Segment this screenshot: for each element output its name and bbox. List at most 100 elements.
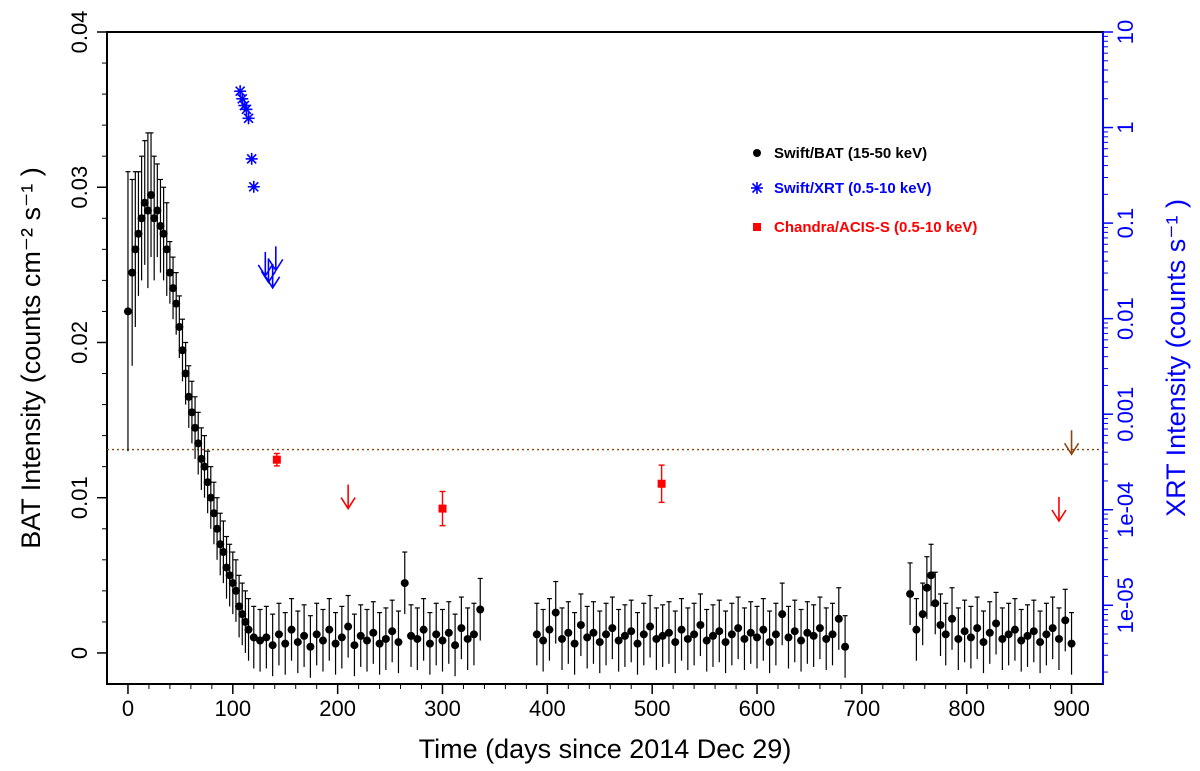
bat-point <box>137 214 146 223</box>
bat-point <box>765 638 774 647</box>
bat-point <box>356 631 365 640</box>
bat-point <box>759 625 768 634</box>
arrow-head <box>1063 442 1080 456</box>
xrt-stroke <box>241 104 252 115</box>
bat-point <box>172 299 181 308</box>
bat-point <box>912 625 921 634</box>
bat-point <box>1023 631 1032 640</box>
chandra-series <box>272 452 666 527</box>
bat-point <box>664 628 673 637</box>
y-right-tick-label: 0.01 <box>1113 297 1138 340</box>
bat-point <box>463 634 472 643</box>
bat-point <box>658 631 667 640</box>
bat-point <box>228 579 237 588</box>
bat-point <box>225 571 234 580</box>
bat-point <box>1054 634 1063 643</box>
bat-point <box>652 634 661 643</box>
bat-point <box>834 614 843 623</box>
x-tick-label: 900 <box>1053 696 1090 721</box>
bat-point <box>140 198 149 207</box>
x-tick-label: 600 <box>739 696 776 721</box>
bat-point <box>287 625 296 634</box>
bat-point <box>231 586 240 595</box>
bat-point <box>922 583 931 592</box>
xrt-stroke <box>237 93 248 104</box>
bat-point <box>238 610 247 619</box>
bat-point <box>973 624 982 633</box>
bat-point <box>369 628 378 637</box>
bat-point <box>927 571 936 580</box>
bat-point <box>1036 638 1045 647</box>
bat-point <box>906 589 915 598</box>
legend-chandra-label: Chandra/ACIS-S (0.5-10 keV) <box>774 219 977 236</box>
bat-point <box>394 638 403 647</box>
bat-point <box>162 245 171 254</box>
bat-point <box>589 628 598 637</box>
bat-point <box>274 630 283 639</box>
bat-point <box>1004 630 1013 639</box>
bat-point <box>671 638 680 647</box>
bat-point <box>159 229 168 238</box>
x-tick-label: 0 <box>122 696 134 721</box>
bat-point <box>128 268 137 277</box>
bat-point <box>1042 630 1051 639</box>
xrt-stroke <box>235 86 246 97</box>
bat-point <box>350 641 359 650</box>
bat-point <box>677 625 686 634</box>
x-tick-label: 500 <box>634 696 671 721</box>
legend-bat-marker <box>753 149 761 157</box>
y-right-tick-label: 1e-04 <box>1113 482 1138 538</box>
bat-point <box>388 627 397 636</box>
bat-point <box>197 454 206 463</box>
bat-point <box>281 639 290 648</box>
y-left-tick-label: 0.04 <box>67 11 92 54</box>
bat-point <box>954 634 963 643</box>
bat-point <box>931 599 940 608</box>
bat-point <box>960 627 969 636</box>
bat-point <box>1029 627 1038 636</box>
bat-point <box>564 628 573 637</box>
bat-point <box>293 638 302 647</box>
bat-point <box>216 540 225 549</box>
legend-xrt-label: Swift/XRT (0.5-10 keV) <box>774 180 932 197</box>
bat-point <box>318 636 327 645</box>
bat-point <box>753 633 762 642</box>
bat-point <box>620 631 629 640</box>
chandra-point <box>272 455 281 464</box>
bat-point <box>918 610 927 619</box>
x-axis-title: Time (days since 2014 Dec 29) <box>419 734 792 764</box>
bat-point <box>690 630 699 639</box>
xrt-point <box>242 112 255 125</box>
bat-point <box>784 633 793 642</box>
bat-point <box>545 625 554 634</box>
bat-point <box>1017 636 1026 645</box>
bat-point <box>206 493 215 502</box>
xrt-point <box>236 92 249 105</box>
chandra-point <box>438 504 447 513</box>
bat-point <box>407 631 416 640</box>
xrt-point <box>234 85 247 98</box>
bat-point <box>476 605 485 614</box>
bat-point <box>300 631 309 640</box>
bat-point <box>998 634 1007 643</box>
bat-point <box>337 633 346 642</box>
legend-xrt-marker <box>751 182 763 194</box>
bat-point <box>175 322 184 331</box>
bat-point <box>539 636 548 645</box>
bat-point <box>312 630 321 639</box>
bat-point <box>646 622 655 631</box>
upper-limit-arrow <box>1063 430 1080 456</box>
y-right-axis-ticks: 1e-05 1e-04 0.001 0.01 0.1 1 10 <box>1103 20 1138 673</box>
bat-point <box>153 206 162 215</box>
bat-point <box>156 222 165 231</box>
plot-frame <box>106 31 1104 685</box>
bat-point <box>633 639 642 648</box>
legend-bat-label: Swift/BAT (15-50 keV) <box>774 145 927 162</box>
y-left-axis-title: BAT Intensity (counts cm⁻² s⁻¹ ) <box>16 167 46 549</box>
x-tick-label: 400 <box>529 696 566 721</box>
bat-point <box>771 630 780 639</box>
bat-point <box>828 630 837 639</box>
bat-point <box>469 630 478 639</box>
bat-point <box>181 369 190 378</box>
